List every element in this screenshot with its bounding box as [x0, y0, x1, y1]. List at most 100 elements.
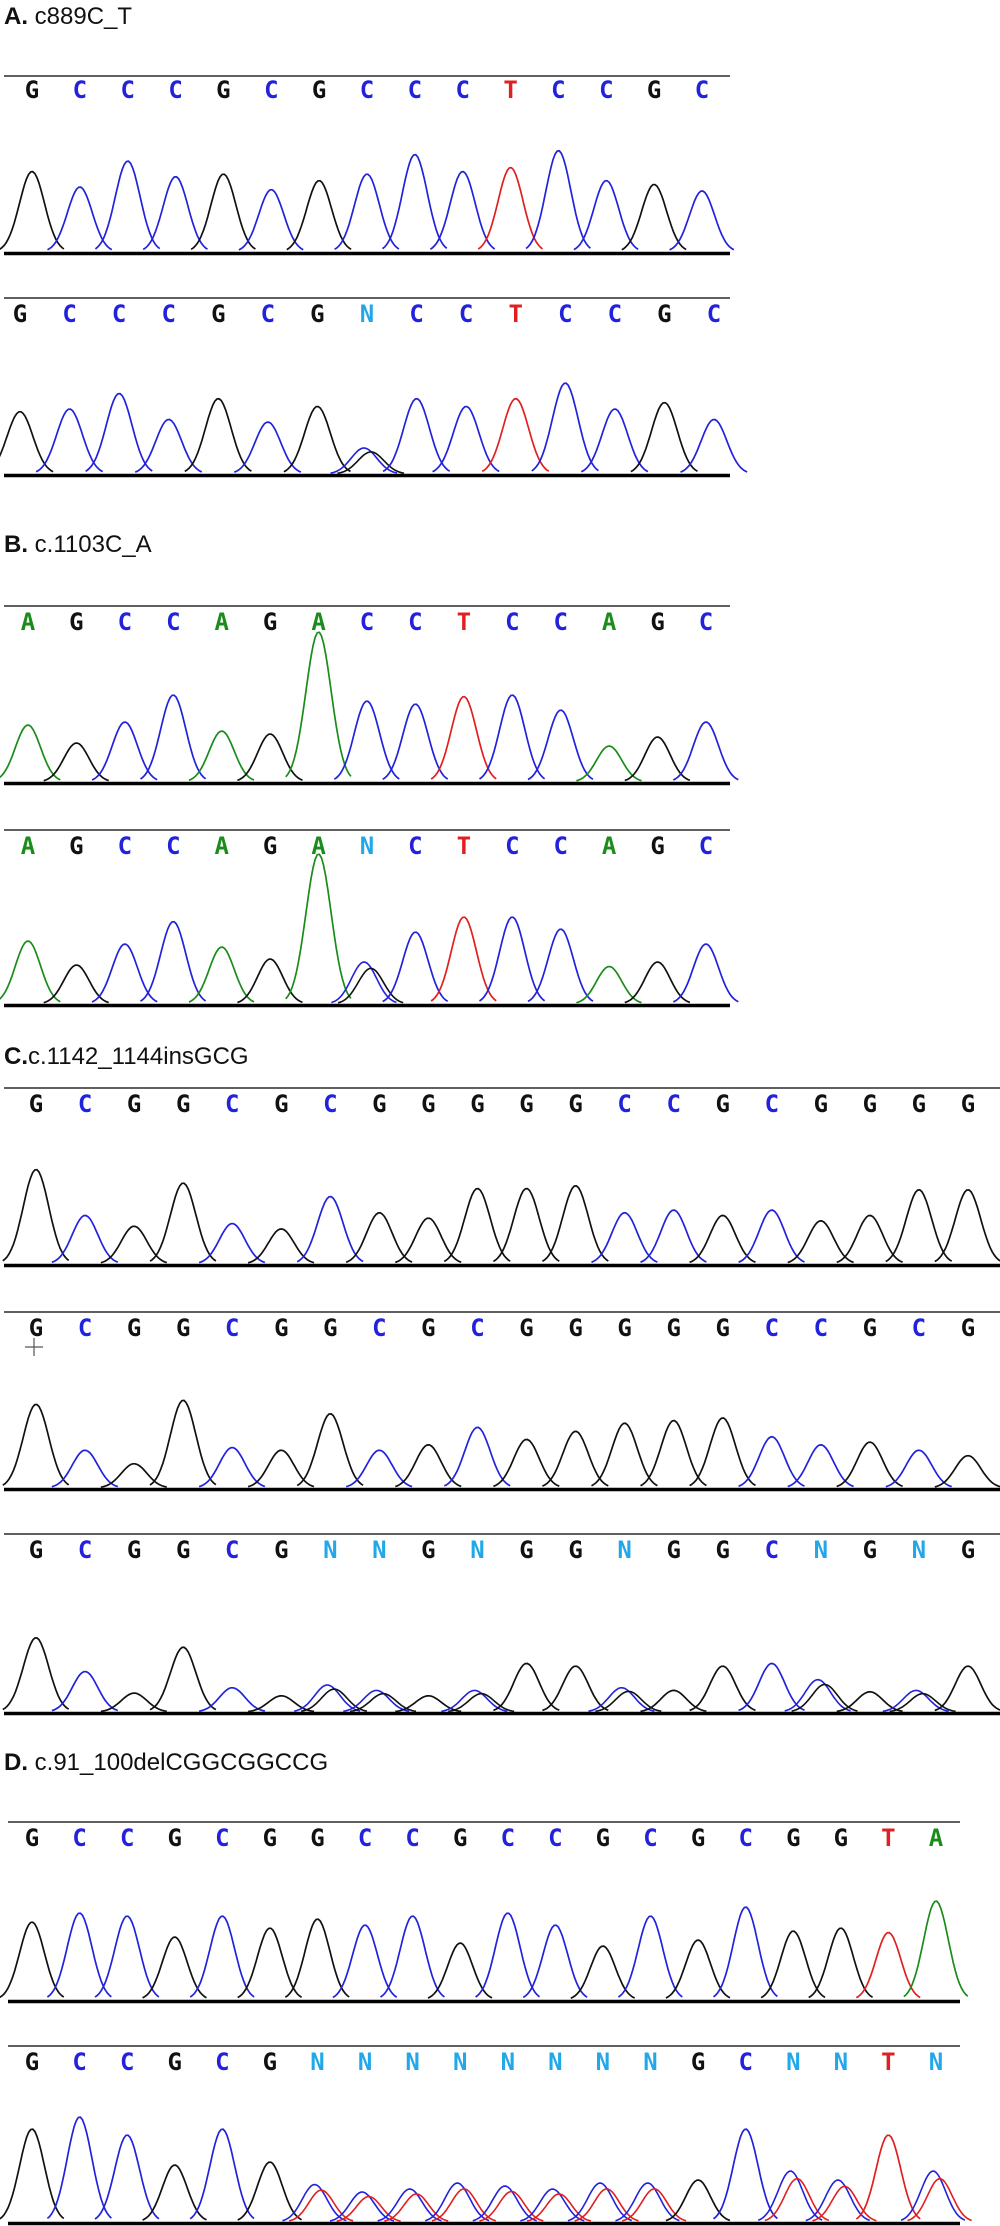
- trace-peak-mixed-1: [805, 2179, 870, 2222]
- base-call-N: N: [453, 2048, 467, 2076]
- trace-peak-mixed-1: [900, 2170, 966, 2222]
- trace-peak-G: [237, 2161, 303, 2221]
- panel-b-letter: B.: [4, 531, 28, 558]
- trace-peak-C: [189, 2128, 255, 2220]
- trace-peak-G: [190, 173, 256, 251]
- trace-peak-G: [493, 1662, 560, 1712]
- trace-peak-C: [522, 1924, 588, 1999]
- trace-peak-G: [542, 1430, 609, 1487]
- trace-peak-G: [248, 1694, 315, 1713]
- trace-peak-mixed-1: [377, 2188, 442, 2222]
- base-call-G: G: [596, 1824, 610, 1852]
- trace-peak-G: [286, 179, 352, 251]
- trace-peak-G: [237, 958, 303, 1004]
- trace-peak-C: [85, 392, 153, 473]
- trace-peak-T: [477, 166, 544, 250]
- base-call-C: C: [118, 608, 132, 636]
- base-call-N: N: [548, 2048, 562, 2076]
- base-call-C: C: [695, 76, 709, 104]
- base-call-A: A: [602, 832, 617, 860]
- base-call-C: C: [405, 1824, 419, 1852]
- trace-peak-C: [47, 186, 113, 251]
- base-call-G: G: [127, 1090, 141, 1118]
- panel-c-name: c.1142_1144insGCG: [28, 1043, 249, 1070]
- crosshair-cursor-icon: [25, 1338, 43, 1356]
- base-call-G: G: [29, 1314, 43, 1342]
- trace-peak-C: [46, 2116, 112, 2220]
- base-call-G: G: [211, 300, 225, 328]
- trace-peak-G: [808, 1927, 874, 1999]
- base-call-C: C: [558, 300, 572, 328]
- base-call-G: G: [176, 1536, 190, 1564]
- panel-c-letter: C.: [4, 1043, 28, 1070]
- trace-peak-G: [885, 1189, 953, 1263]
- trace-peak-C: [142, 175, 208, 251]
- trace-peak-mixed-2: [812, 2185, 877, 2222]
- base-call-N: N: [786, 2048, 800, 2076]
- trace-peak-A: [576, 745, 642, 782]
- base-call-C: C: [501, 1824, 515, 1852]
- trace-peak-G: [640, 1689, 707, 1713]
- trace-peak-C: [525, 149, 591, 250]
- trace-peak-C: [233, 421, 302, 473]
- trace-peak-C: [189, 1915, 255, 1998]
- base-call-C: C: [120, 76, 134, 104]
- base-call-C: C: [360, 76, 374, 104]
- base-call-A: A: [311, 832, 326, 860]
- trace-peak-C: [238, 188, 304, 251]
- trace-peak-G: [142, 1936, 207, 1999]
- trace-peak-G: [395, 1694, 462, 1713]
- trace-peak-C: [738, 1662, 805, 1712]
- base-call-G: G: [961, 1536, 975, 1564]
- base-call-A: A: [214, 832, 229, 860]
- base-call-G: G: [13, 300, 27, 328]
- trace-peak-C: [617, 1915, 683, 1998]
- trace-peak-C: [527, 709, 594, 781]
- base-call-G: G: [519, 1314, 533, 1342]
- trace-peak-G: [591, 1422, 658, 1487]
- trace-peak-mixed-1: [441, 1689, 508, 1713]
- trace-peak-G: [100, 1692, 167, 1713]
- trace-peak-C: [379, 1915, 445, 1998]
- base-call-N: N: [912, 1536, 926, 1564]
- trace-peak-G: [283, 405, 351, 473]
- base-call-G: G: [372, 1090, 386, 1118]
- trace-peak-C: [527, 928, 594, 1003]
- base-call-C: C: [912, 1314, 926, 1342]
- base-call-G: G: [167, 2048, 181, 2076]
- base-call-G: G: [568, 1536, 582, 1564]
- trace-peak-G: [284, 1918, 350, 1998]
- base-call-G: G: [453, 1824, 467, 1852]
- trace-peak-C: [198, 1686, 266, 1713]
- panel-c-title: C.c.1142_1144insGCG: [4, 1043, 249, 1070]
- trace-peak-G: [2, 1403, 70, 1486]
- trace-peak-G: [760, 1930, 826, 1999]
- base-call-G: G: [666, 1536, 680, 1564]
- base-call-G: G: [666, 1314, 680, 1342]
- trace-peak-G: [0, 1921, 65, 1999]
- trace-peak-G: [624, 961, 691, 1004]
- trace-peak-C: [91, 721, 158, 781]
- base-call-C: C: [553, 832, 567, 860]
- base-call-A: A: [21, 608, 36, 636]
- panel-a-letter: A.: [4, 3, 28, 30]
- trace-peak-G: [0, 170, 65, 250]
- trace-peak-G: [836, 1441, 903, 1488]
- trace-peak-C: [198, 1222, 266, 1264]
- trace-peak-mixed-1: [331, 961, 397, 1004]
- base-call-C: C: [72, 1824, 86, 1852]
- trace-peak-C: [198, 1446, 266, 1488]
- base-call-G: G: [715, 1090, 729, 1118]
- trace-peak-G: [247, 1228, 315, 1264]
- base-call-C: C: [225, 1090, 239, 1118]
- base-call-C: C: [599, 76, 613, 104]
- panel-a-title: A. c889C_T: [4, 3, 132, 30]
- trace-peak-G: [184, 397, 252, 473]
- base-call-G: G: [863, 1314, 877, 1342]
- trace-peak-mixed-1: [784, 1678, 851, 1712]
- base-call-N: N: [929, 2048, 943, 2076]
- trace-peak-mixed-2: [526, 2193, 592, 2222]
- trace-peak-mixed-2: [336, 2195, 401, 2222]
